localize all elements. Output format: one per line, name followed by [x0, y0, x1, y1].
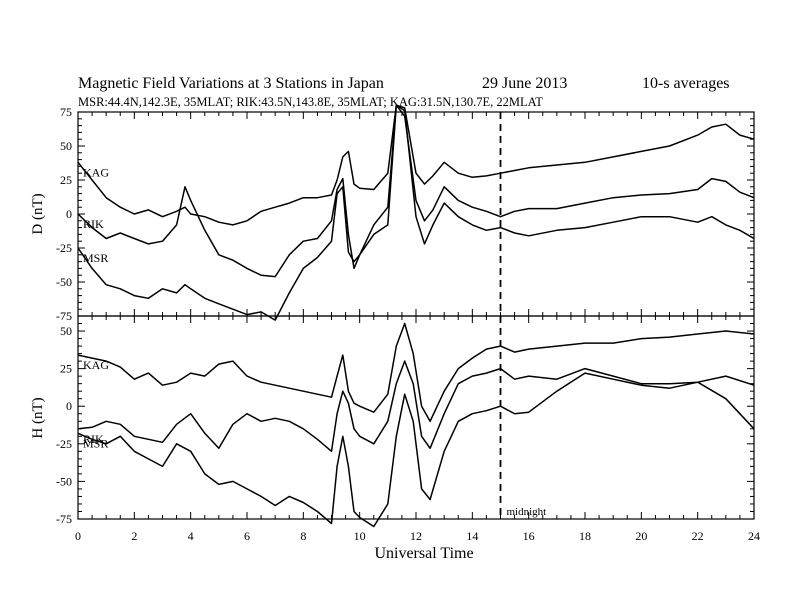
x-tick-label: 4: [188, 529, 194, 543]
h-series-msr: [77, 372, 755, 528]
chart-averaging: 10-s averages: [642, 75, 730, 92]
h-ytick-label: 50: [60, 324, 72, 338]
h-ytick-label: -25: [56, 437, 72, 451]
x-tick-label: 2: [131, 529, 137, 543]
d-series-rik: [77, 104, 755, 278]
d-component-panel: 75 50 25 0 -25 -50 -75 KAG RIK MSR: [56, 104, 755, 323]
d-ytick-label: -25: [56, 241, 72, 255]
x-tick-label: 8: [300, 529, 306, 543]
d-ytick-label: 25: [60, 173, 72, 187]
x-tick-label: 12: [410, 529, 422, 543]
x-axis-ticks: 0 2 4 6 8 10 12 14 16 18 20 22 24: [75, 529, 760, 543]
x-tick-label: 18: [579, 529, 591, 543]
h-ytick-label: 0: [66, 399, 72, 413]
x-tick-label: 22: [692, 529, 704, 543]
d-ytick-label: -50: [56, 275, 72, 289]
midnight-label: midnight: [507, 506, 547, 518]
d-axis-label: D (nT): [30, 193, 46, 234]
h-ytick-label: 25: [60, 362, 72, 376]
chart-subtitle: MSR:44.4N,142.3E, 35MLAT; RIK:43.5N,143.…: [78, 95, 543, 109]
x-tick-label: 14: [466, 529, 478, 543]
x-tick-label: 20: [635, 529, 647, 543]
h-panel-frame: [77, 315, 755, 520]
h-series-label-rik: RIK: [83, 432, 104, 446]
d-series-label-msr: MSR: [83, 251, 108, 265]
h-series-label-kag: KAG: [83, 358, 109, 372]
h-series-kag: [77, 322, 755, 423]
x-tick-label: 0: [75, 529, 81, 543]
d-series-label-rik: RIK: [83, 217, 104, 231]
x-axis-label: Universal Time: [374, 545, 473, 562]
h-axis-label: H (nT): [30, 397, 46, 438]
h-ytick-label: -75: [56, 512, 72, 526]
chart-date: 29 June 2013: [482, 75, 567, 92]
h-series-label-msr: MSR: [83, 436, 108, 450]
h-series-rik: [77, 360, 755, 453]
x-tick-label: 16: [523, 529, 535, 543]
d-ytick-label: 0: [66, 207, 72, 221]
h-ytick-label: -50: [56, 474, 72, 488]
d-ytick-label: 75: [60, 105, 72, 119]
x-tick-label: 24: [748, 529, 760, 543]
d-ytick-label: 50: [60, 139, 72, 153]
x-tick-label: 6: [244, 529, 250, 543]
d-ytick-label: -75: [56, 309, 72, 323]
d-series-msr: [77, 104, 755, 321]
d-series-label-kag: KAG: [83, 165, 109, 179]
d-series-kag: [77, 104, 755, 226]
chart-title: Magnetic Field Variations at 3 Stations …: [78, 75, 384, 92]
x-tick-label: 10: [354, 529, 366, 543]
